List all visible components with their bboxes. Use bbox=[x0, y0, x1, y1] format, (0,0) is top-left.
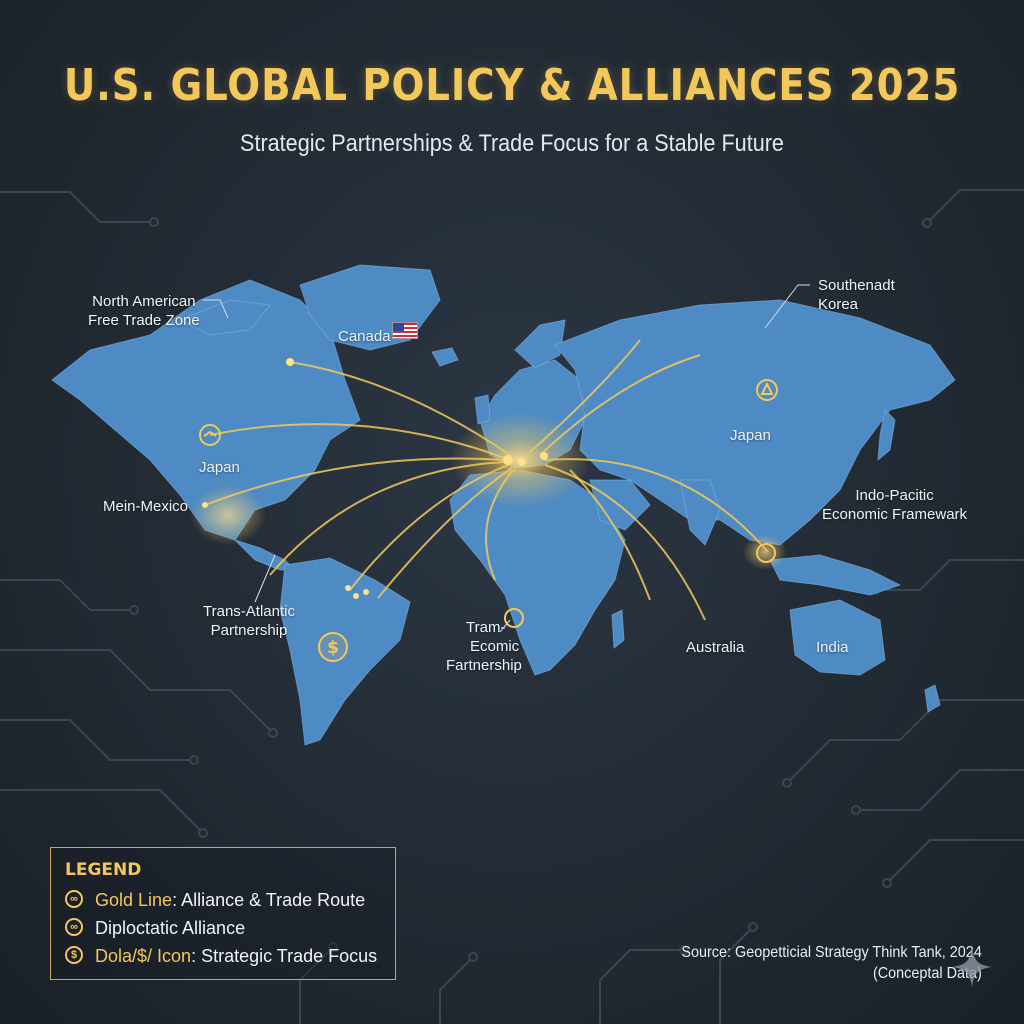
legend-text: : Alliance & Trade Route bbox=[172, 890, 366, 910]
australia-continent bbox=[789, 599, 886, 676]
dollar-icon: $ bbox=[327, 638, 339, 658]
target-icon-sea bbox=[756, 543, 776, 563]
label-india: India bbox=[816, 639, 849, 656]
legend-item-alliance-route: ∞ Gold Line: Alliance & Trade Route bbox=[65, 890, 365, 914]
handshake-icon-africa bbox=[504, 608, 524, 628]
legend-text: : Strategic Trade Focus bbox=[191, 946, 378, 966]
legend-text: Diploctatic Alliance bbox=[95, 918, 246, 938]
legend-key: Dola/$/ Icon bbox=[95, 946, 192, 966]
label-japan-asia: Japan bbox=[730, 427, 771, 444]
label-canada: Canada bbox=[338, 328, 391, 345]
sparkle-icon bbox=[952, 947, 992, 987]
label-trans-atlantic: Trans-Atlantic Partnership bbox=[203, 603, 295, 639]
label-southenadt-korea: Southenadt Korea bbox=[818, 277, 895, 313]
hub-dots bbox=[202, 358, 548, 599]
legend-item-diplomatic: ∞ Diploctatic Alliance bbox=[65, 918, 245, 942]
page-subtitle: Strategic Partnerships & Trade Focus for… bbox=[240, 130, 784, 157]
dollar-icon: $ bbox=[65, 946, 83, 965]
madagascar bbox=[611, 609, 625, 649]
tree-icon-asia bbox=[756, 379, 778, 401]
africa bbox=[449, 469, 626, 676]
label-line: Free Trade Zone bbox=[88, 312, 200, 329]
handshake-icon: ∞ bbox=[65, 918, 83, 937]
source-note: Source: Geopetticial Strategy Think Tank… bbox=[682, 942, 982, 984]
north-america bbox=[51, 279, 361, 541]
legend-box: LEGEND ∞ Gold Line: Alliance & Trade Rout… bbox=[50, 847, 396, 980]
dollar-icon-sa bbox=[318, 632, 348, 662]
india-peninsula bbox=[679, 479, 721, 546]
legend-item-trade-focus: $ Dola/$/ Icon: Strategic Trade Focus bbox=[65, 946, 377, 970]
asia bbox=[554, 299, 956, 546]
label-tram-economic: Tram- Ecomic Fartnership bbox=[446, 619, 522, 674]
iceland bbox=[431, 347, 459, 367]
label-mein-mexico: Mein-Mexico bbox=[103, 498, 189, 515]
japan-islands bbox=[877, 408, 896, 462]
handshake-icon: ∞ bbox=[65, 890, 83, 909]
label-indo-pacific: Indo-Pacitic Economic Framewark bbox=[822, 487, 968, 523]
label-australia: Australia bbox=[686, 639, 745, 656]
scandinavia bbox=[514, 319, 566, 369]
source-line: (Conceptal Data) bbox=[873, 965, 982, 982]
label-japan-na: Japan bbox=[199, 459, 240, 476]
us-flag-icon bbox=[392, 322, 418, 339]
handshake-icon-na bbox=[199, 424, 221, 446]
legend-title: LEGEND bbox=[65, 860, 142, 880]
page-title: U.S. GLOBAL POLICY & ALLIANCES 2025 bbox=[63, 60, 961, 111]
new-zealand bbox=[924, 684, 941, 713]
se-asia-islands bbox=[769, 554, 902, 596]
source-line: Source: Geopetticial Strategy Think Tank… bbox=[681, 944, 982, 961]
label-line: North American bbox=[92, 293, 196, 310]
label-north-american-ftz: North American Free Trade Zone bbox=[88, 292, 200, 330]
trade-routes bbox=[204, 339, 769, 621]
legend-key: Gold Line bbox=[95, 890, 173, 910]
south-america bbox=[279, 557, 411, 746]
